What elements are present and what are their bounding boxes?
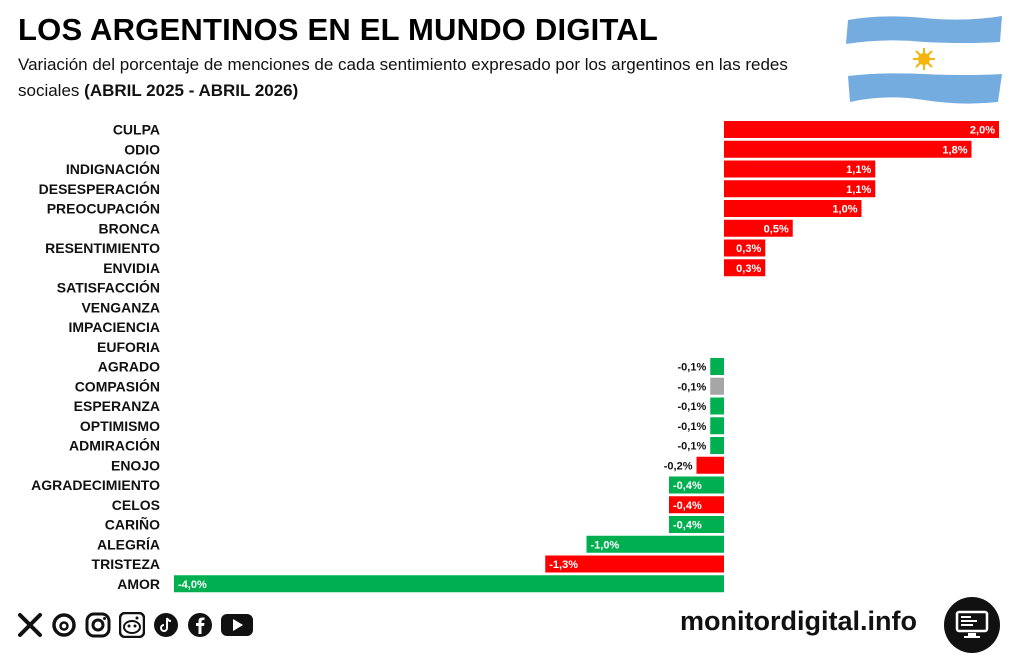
data-label: -1,0% [591,539,620,551]
data-label: 0,3% [736,263,761,275]
bar [724,259,766,277]
chart-subtitle: Variación del porcentaje de menciones de… [18,52,828,104]
category-label: SATISFACCIÓN [57,279,160,296]
subtitle-date-range: (ABRIL 2025 - ABRIL 2026) [84,81,299,100]
bar [669,476,724,494]
category-label: ESPERANZA [74,398,160,414]
bar [724,160,876,178]
category-label: TRISTEZA [92,556,160,572]
category-label: PREOCUPACIÓN [47,200,160,217]
category-label: COMPASIÓN [75,377,160,394]
social-icons [16,608,254,642]
youtube-icon[interactable] [220,611,254,639]
category-label: INDIGNACIÓN [66,160,160,177]
data-label: 1,1% [846,164,871,176]
bar [710,417,724,435]
data-label: 0,5% [764,223,789,235]
data-label: 1,0% [832,204,857,216]
category-label: IMPACIENCIA [68,319,160,335]
bar [724,140,972,158]
category-label: VENGANZA [81,299,160,315]
instagram-icon[interactable] [84,611,112,639]
category-label: CULPA [113,122,160,138]
category-label: ALEGRÍA [97,536,160,552]
category-label: AMOR [117,576,160,592]
category-label: ENVIDIA [103,260,160,276]
tiktok-icon[interactable] [152,611,180,639]
subtitle-text: Variación del porcentaje de menciones de… [18,55,788,100]
sentiment-bar-chart: CULPA 2,0% ODIO 1,8% INDIGNACIÓN 1,1% DESESPER… [31,121,999,593]
data-label: -0,1% [678,381,707,393]
bar [710,377,724,395]
category-label: ADMIRACIÓN [69,437,160,454]
data-label: 1,1% [846,184,871,196]
bar [669,516,724,533]
bar [710,358,724,375]
data-label: -0,2% [664,460,693,472]
category-label: DESESPERACIÓN [39,180,160,197]
data-label: -4,0% [178,579,207,591]
data-label: -0,1% [678,421,707,433]
category-label: AGRADECIMIENTO [31,477,160,493]
data-label: -0,4% [673,500,702,512]
bar [669,496,724,514]
category-label: OPTIMISMO [80,418,160,434]
bar [710,437,724,454]
data-label: -0,1% [678,362,707,374]
chart-title: LOS ARGENTINOS EN EL MUNDO DIGITAL [18,12,659,47]
bar [724,219,793,237]
data-label: -0,1% [678,441,707,453]
category-label: ENOJO [111,457,160,473]
data-label: -0,4% [673,520,702,532]
website-label[interactable]: monitordigital.info [680,606,917,636]
data-label: -0,4% [673,480,702,492]
data-label: 2,0% [970,125,995,137]
threads-icon[interactable] [50,611,78,639]
bar [724,121,999,138]
category-label: ODIO [124,141,160,157]
bar [696,456,724,474]
category-label: AGRADO [98,359,160,375]
category-label: CARIÑO [105,516,160,533]
facebook-icon[interactable] [186,611,214,639]
bar [724,239,766,257]
category-label: RESENTIMIENTO [45,240,160,256]
bar [724,200,862,217]
x-icon[interactable] [16,611,44,639]
data-label: 0,3% [736,243,761,255]
bar [710,397,724,415]
bar [174,575,724,593]
category-label: CELOS [112,497,160,513]
monitor-icon [944,597,1000,653]
bar [545,555,724,573]
bar [724,180,876,198]
data-label: -0,1% [678,401,707,413]
reddit-icon[interactable] [118,611,146,639]
category-label: BRONCA [99,220,160,236]
category-label: EUFORIA [97,339,160,355]
data-label: 1,8% [942,144,967,156]
argentina-flag-icon [846,16,1002,104]
bar [586,535,724,553]
data-label: -1,3% [549,559,578,571]
